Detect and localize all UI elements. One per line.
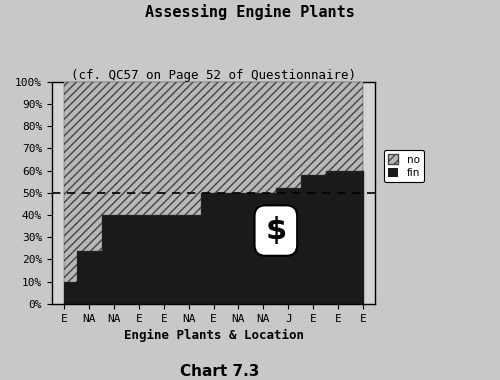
Text: $: $: [265, 216, 286, 245]
Text: Assessing Engine Plants: Assessing Engine Plants: [145, 4, 355, 20]
Legend: no, fin: no, fin: [384, 150, 424, 182]
Title: (cf. QC57 on Page 52 of Questionnaire): (cf. QC57 on Page 52 of Questionnaire): [71, 69, 356, 82]
X-axis label: Engine Plants & Location: Engine Plants & Location: [124, 329, 304, 342]
Text: Chart 7.3: Chart 7.3: [180, 364, 260, 379]
